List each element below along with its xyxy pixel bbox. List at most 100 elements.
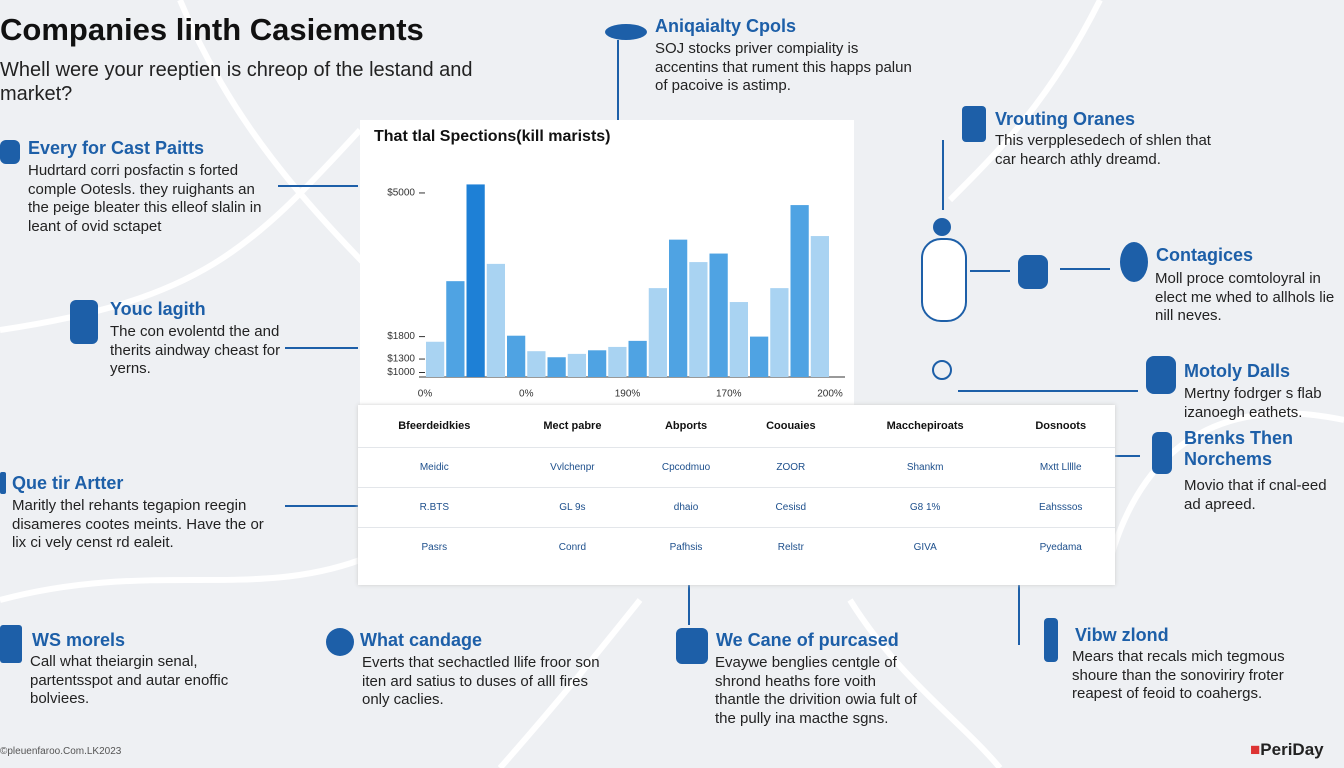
bar bbox=[709, 253, 728, 377]
y-tick-label: $1000 bbox=[387, 367, 415, 378]
section-title: What candage bbox=[360, 630, 483, 650]
brand: ■PeriDay bbox=[1250, 740, 1324, 759]
table: Bfeerdeidkies Mect pabre Abports Coouaies Ma… bbox=[358, 405, 1115, 585]
chart-title: That tlal Spections(kill marists) bbox=[374, 128, 611, 145]
section-title: Motoly Dalls bbox=[1184, 361, 1291, 381]
section-text: Everts that sechactled llife froor son i… bbox=[362, 654, 600, 708]
y-tick-label: $1300 bbox=[387, 354, 415, 365]
icon bbox=[1152, 432, 1172, 474]
company-table: Bfeerdeidkies Mect pabre Abports Coouaies Ma… bbox=[358, 405, 1115, 567]
bar bbox=[608, 346, 627, 377]
chart-panel: That tlal Spections(kill marists) $1000 $… bbox=[360, 120, 854, 410]
connector bbox=[1060, 268, 1110, 270]
bar bbox=[426, 341, 445, 377]
bar bbox=[790, 205, 809, 377]
bar bbox=[669, 239, 688, 377]
bar bbox=[729, 302, 748, 377]
section-title: Every for Cast Paitts bbox=[28, 138, 205, 158]
icon bbox=[932, 360, 952, 380]
icon bbox=[0, 472, 6, 494]
connector bbox=[285, 505, 358, 507]
section-title: WS morels bbox=[32, 630, 126, 650]
connector bbox=[942, 140, 944, 210]
section-title: Brenks Then Norchems bbox=[1184, 428, 1294, 469]
table-cell: Cpcodmuo bbox=[634, 447, 738, 488]
section-title: Vrouting Oranes bbox=[995, 109, 1136, 129]
bar bbox=[446, 281, 465, 377]
table-cell: G8 1% bbox=[843, 487, 1007, 528]
table-header: Coouaies bbox=[766, 420, 816, 432]
icon bbox=[0, 625, 22, 663]
section-text: Hudrtard corri posfactin s forted comple… bbox=[28, 162, 262, 235]
table-cell: Shankm bbox=[843, 447, 1007, 488]
bar bbox=[689, 262, 708, 377]
connector bbox=[1115, 455, 1140, 457]
connector bbox=[688, 585, 690, 625]
table-header: Mect pabre bbox=[543, 420, 602, 432]
table-cell: Eahsssos bbox=[1006, 487, 1115, 528]
table-cell: Pasrs bbox=[358, 527, 511, 567]
bar bbox=[770, 288, 789, 377]
table-cell: Cesisd bbox=[737, 487, 844, 528]
table-cell: Pafhsis bbox=[634, 527, 738, 567]
table-cell: ZOOR bbox=[737, 447, 844, 488]
table-cell: dhaio bbox=[634, 487, 738, 528]
x-axis-label: 200% bbox=[817, 389, 843, 400]
icon bbox=[1044, 618, 1058, 662]
connector bbox=[278, 185, 358, 187]
bar bbox=[628, 340, 647, 377]
table-row: Pasrs Conrd Pafhsis Relstr GIVA Pyedama bbox=[358, 527, 1115, 567]
bar bbox=[486, 263, 505, 377]
table-cell: Pyedama bbox=[1006, 527, 1115, 567]
table-cell: R.BTS bbox=[358, 487, 511, 528]
bar bbox=[466, 184, 485, 377]
connector bbox=[958, 390, 1138, 392]
section-text: This verpplesedech of shlen that car hea… bbox=[995, 132, 1211, 168]
chart: That tlal Spections(kill marists) $1000 $… bbox=[374, 128, 845, 400]
section-text: Moll proce comtoloyral in elect me whed … bbox=[1155, 270, 1335, 324]
connector bbox=[617, 40, 619, 120]
section-title: Vibw zlond bbox=[1075, 625, 1169, 645]
icon bbox=[933, 218, 951, 236]
table-header: Macchepiroats bbox=[886, 420, 964, 432]
table-cell: Mxtt Llllle bbox=[1006, 447, 1115, 488]
section-title: Contagices bbox=[1156, 245, 1254, 265]
table-header-row: Bfeerdeidkies Mect pabre Abports Coouaies Ma… bbox=[358, 405, 1115, 448]
bar bbox=[648, 288, 667, 377]
table-cell: Relstr bbox=[737, 527, 844, 567]
icon bbox=[70, 300, 98, 344]
bar bbox=[507, 335, 526, 377]
table-row: R.BTS GL 9s dhaio Cesisd G8 1% Eahsssos bbox=[358, 487, 1115, 528]
brand-name: PeriDay bbox=[1260, 740, 1324, 759]
icon bbox=[605, 24, 647, 40]
y-tick-label: $5000 bbox=[387, 188, 415, 199]
icon bbox=[676, 628, 708, 664]
bar bbox=[810, 236, 829, 377]
section-title: Youc lagith bbox=[110, 299, 206, 319]
icon bbox=[1120, 242, 1148, 282]
table-cell: Vvlchenpr bbox=[510, 447, 635, 488]
section-text: Mertny fodrger s flab izanoegh eathets. bbox=[1184, 385, 1322, 421]
bar bbox=[527, 351, 546, 377]
table-cell: GL 9s bbox=[510, 487, 635, 528]
bar bbox=[547, 357, 566, 377]
section-text: Call what theiargin senal, partentsspot … bbox=[30, 653, 229, 707]
table-header: Dosnoots bbox=[1035, 420, 1087, 432]
subtitle: Whell were your reeptien is chreop of th… bbox=[0, 59, 473, 105]
bar bbox=[588, 350, 607, 377]
x-axis-label: 0% bbox=[519, 389, 534, 400]
section-text: The con evolentd the and therits aindway… bbox=[110, 323, 281, 377]
section-title: Que tir Artter bbox=[12, 473, 124, 493]
section-text: Evaywe benglies centgle of shrond heaths… bbox=[715, 654, 917, 727]
table-cell: Conrd bbox=[510, 527, 635, 567]
title: Companies linth Casiements bbox=[0, 12, 424, 47]
bar bbox=[750, 336, 769, 377]
icon bbox=[962, 106, 986, 142]
bar bbox=[567, 353, 586, 377]
connector bbox=[1018, 585, 1020, 645]
table-row: Meidic Vvlchenpr Cpcodmuo ZOOR Shankm Mxtt Ll… bbox=[358, 447, 1115, 488]
section-text: Movio that if cnal-eed ad apreed. bbox=[1184, 477, 1327, 513]
icon bbox=[1146, 356, 1176, 394]
